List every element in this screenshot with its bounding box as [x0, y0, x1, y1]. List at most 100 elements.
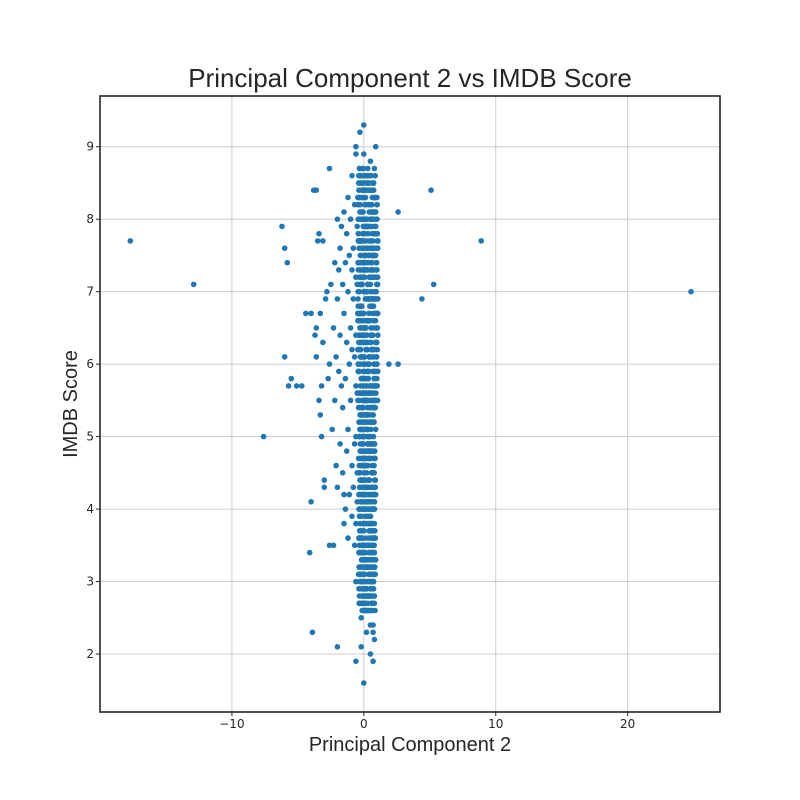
data-point [355, 571, 362, 578]
data-point [359, 586, 366, 592]
data-point [365, 499, 371, 505]
data-point [364, 368, 371, 375]
data-point [334, 216, 341, 222]
x-axis-label: Principal Component 2 [309, 734, 511, 756]
data-point [373, 259, 380, 266]
data-point [370, 593, 376, 599]
data-point [357, 129, 363, 135]
data-point [367, 339, 374, 346]
data-point [356, 288, 363, 295]
data-point [373, 245, 379, 251]
data-point [334, 296, 341, 302]
data-point [361, 491, 367, 498]
data-point [430, 281, 437, 288]
data-point [361, 571, 367, 578]
data-point [386, 361, 392, 367]
data-point [349, 346, 355, 353]
data-point [374, 325, 380, 331]
data-point [332, 397, 338, 404]
data-point [349, 267, 355, 273]
data-point [363, 267, 370, 273]
data-point [362, 448, 369, 454]
data-point [350, 296, 357, 302]
x-tick-label: −10 [219, 717, 244, 731]
data-point [361, 354, 368, 360]
data-point [353, 658, 359, 665]
data-point [367, 491, 374, 498]
data-point [353, 143, 359, 150]
data-point [316, 230, 322, 237]
data-point [358, 245, 365, 251]
data-point [357, 165, 363, 172]
data-point [355, 296, 361, 302]
data-point [367, 332, 374, 339]
data-point [370, 368, 376, 375]
data-point [366, 433, 372, 440]
data-point [359, 339, 366, 346]
data-point [354, 281, 361, 288]
data-point [281, 354, 288, 360]
data-point [345, 194, 351, 201]
data-point [351, 441, 358, 447]
data-point [358, 375, 365, 382]
data-point [357, 477, 363, 483]
data-point [372, 209, 379, 215]
data-point [362, 397, 368, 404]
data-point [363, 484, 370, 491]
data-point [371, 549, 378, 556]
data-point [343, 230, 350, 237]
data-point [360, 433, 367, 440]
data-point [358, 281, 365, 288]
data-point [374, 238, 380, 244]
data-point [370, 658, 376, 665]
data-point [366, 506, 372, 512]
data-point [357, 259, 363, 266]
data-point [395, 361, 401, 367]
data-point [368, 303, 375, 310]
data-point [303, 310, 309, 317]
data-point [318, 383, 325, 389]
data-point [371, 165, 378, 172]
data-point [317, 310, 324, 317]
data-point [279, 223, 285, 230]
data-point [355, 180, 362, 186]
data-point [359, 535, 366, 541]
data-point [325, 375, 332, 382]
data-point [330, 542, 337, 549]
data-point [345, 535, 351, 541]
data-point [350, 484, 357, 491]
data-point [419, 296, 425, 302]
data-point [334, 644, 341, 650]
data-point [366, 477, 372, 483]
data-point [369, 245, 375, 251]
data-point [368, 470, 375, 476]
data-point [353, 151, 359, 157]
data-point [260, 433, 267, 440]
data-point [326, 361, 333, 367]
data-point [317, 412, 324, 418]
data-point [363, 629, 370, 636]
data-point [343, 339, 350, 346]
data-point [372, 397, 379, 404]
data-point [363, 470, 370, 476]
data-point [329, 426, 336, 433]
data-point [353, 332, 359, 339]
data-point [357, 520, 363, 527]
data-point [308, 499, 314, 505]
data-point [358, 615, 365, 621]
data-point [355, 368, 362, 375]
data-point [346, 491, 353, 498]
data-point [367, 412, 374, 418]
data-point [362, 194, 368, 201]
data-point [357, 549, 363, 556]
data-point [309, 629, 316, 636]
data-point [284, 259, 291, 266]
data-point [347, 325, 354, 331]
y-axis-label: IMDB Score [60, 350, 82, 458]
data-point [366, 201, 372, 208]
data-point [359, 230, 366, 237]
data-point [322, 296, 329, 302]
data-point [365, 390, 371, 396]
data-point [313, 187, 320, 193]
